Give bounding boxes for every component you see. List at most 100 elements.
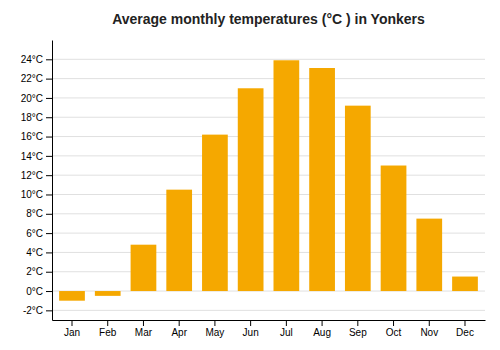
y-tick: 4°C — [26, 247, 52, 258]
x-tick-mark — [322, 320, 323, 326]
x-tick: Apr — [171, 320, 187, 338]
bar — [59, 291, 85, 301]
grid-line — [52, 194, 485, 195]
x-tick: Oct — [386, 320, 402, 338]
y-tick-label: 10°C — [21, 189, 43, 200]
y-tick-label: 8°C — [26, 208, 43, 219]
y-tick-label: 14°C — [21, 151, 43, 162]
x-tick-label: Jan — [64, 327, 80, 338]
y-tick-mark — [46, 156, 52, 157]
bar — [274, 60, 300, 291]
grid-line — [52, 175, 485, 176]
bar — [166, 190, 192, 291]
chart: -2°C0°C2°C4°C6°C8°C10°C12°C14°C16°C18°C2… — [0, 0, 500, 350]
y-tick-mark — [46, 233, 52, 234]
y-tick: 6°C — [26, 228, 52, 239]
title: Average monthly temperatures (°C ) in Yo… — [112, 11, 425, 27]
x-tick-label: Jun — [243, 327, 259, 338]
grid-line — [52, 155, 485, 156]
y-tick-mark — [46, 214, 52, 215]
x-tick-mark — [143, 320, 144, 326]
y-tick-label: 2°C — [26, 266, 43, 277]
x-tick-mark — [357, 320, 358, 326]
y-tick-mark — [46, 272, 52, 273]
bar — [131, 245, 157, 291]
y-tick-label: -2°C — [23, 305, 43, 316]
bar — [202, 135, 228, 291]
grid-line — [52, 97, 485, 98]
x-axis: Jan Feb Mar Apr May Jun Jul Aug Sep Oct Nov Dec — [53, 320, 486, 338]
y-tick: 24°C — [21, 54, 52, 65]
bar — [95, 291, 121, 296]
x-tick-mark — [179, 320, 180, 326]
x-tick: Jan — [64, 320, 80, 338]
y-tick: 20°C — [21, 93, 52, 104]
y-tick-mark — [46, 194, 52, 195]
x-tick-label: Mar — [135, 327, 153, 338]
y-tick-mark — [46, 137, 52, 138]
x-tick: May — [205, 320, 224, 338]
grid-line — [52, 78, 485, 79]
y-tick-label: 22°C — [21, 73, 43, 84]
grid — [52, 59, 485, 310]
x-tick-label: Apr — [171, 327, 187, 338]
y-tick-mark — [46, 291, 52, 292]
x-tick-mark — [393, 320, 394, 326]
y-tick-label: 24°C — [21, 54, 43, 65]
x-tick-label: Nov — [420, 327, 438, 338]
x-tick-label: Jul — [280, 327, 293, 338]
x-tick-label: May — [205, 327, 224, 338]
grid-line — [52, 59, 485, 60]
x-tick: Aug — [313, 320, 331, 338]
x-tick-mark — [214, 320, 215, 326]
y-tick-mark — [46, 59, 52, 60]
plot: -2°C0°C2°C4°C6°C8°C10°C12°C14°C16°C18°C2… — [21, 41, 486, 339]
grid-line — [52, 213, 485, 214]
y-tick-label: 12°C — [21, 170, 43, 181]
x-tick-mark — [286, 320, 287, 326]
x-tick-label: Dec — [456, 327, 474, 338]
y-tick-mark — [46, 310, 52, 311]
x-tick: Dec — [456, 320, 474, 338]
y-tick-mark — [46, 79, 52, 80]
y-tick-mark — [46, 117, 52, 118]
x-tick: Nov — [420, 320, 438, 338]
bar — [416, 219, 442, 291]
x-tick-label: Feb — [99, 327, 117, 338]
x-tick-mark — [72, 320, 73, 326]
y-tick-label: 0°C — [26, 286, 43, 297]
y-axis-line — [52, 41, 53, 321]
x-tick-label: Aug — [313, 327, 331, 338]
x-tick-mark — [250, 320, 251, 326]
bar — [345, 106, 371, 291]
bar — [452, 277, 478, 291]
x-tick-mark — [464, 320, 465, 326]
grid-line — [52, 310, 485, 311]
x-tick-label: Oct — [386, 327, 402, 338]
y-tick: -2°C — [23, 305, 52, 316]
y-tick: 14°C — [21, 151, 52, 162]
bar — [381, 166, 407, 292]
x-tick: Sep — [349, 320, 367, 338]
x-tick: Feb — [99, 320, 117, 338]
y-tick: 22°C — [21, 73, 52, 84]
y-tick-label: 20°C — [21, 93, 43, 104]
x-tick: Jul — [280, 320, 293, 338]
y-tick: 0°C — [26, 286, 52, 297]
y-tick-mark — [46, 98, 52, 99]
bar — [238, 88, 264, 291]
x-tick: Jun — [243, 320, 259, 338]
y-axis: -2°C0°C2°C4°C6°C8°C10°C12°C14°C16°C18°C2… — [21, 41, 53, 321]
y-tick-label: 6°C — [26, 228, 43, 239]
grid-line — [52, 117, 485, 118]
y-tick-label: 18°C — [21, 112, 43, 123]
x-tick-mark — [429, 320, 430, 326]
x-tick-mark — [107, 320, 108, 326]
grid-line — [52, 136, 485, 137]
y-tick-mark — [46, 252, 52, 253]
bar — [309, 68, 335, 291]
y-tick-label: 4°C — [26, 247, 43, 258]
x-tick: Mar — [135, 320, 153, 338]
bars — [59, 60, 478, 300]
y-tick: 18°C — [21, 112, 52, 123]
